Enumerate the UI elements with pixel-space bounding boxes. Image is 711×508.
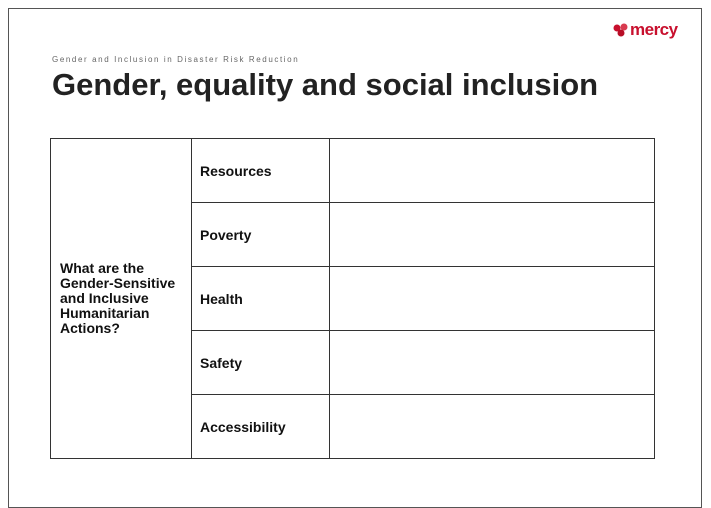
topic-cell: Health bbox=[191, 266, 330, 331]
topic-cell: Safety bbox=[191, 330, 330, 395]
topic-cell: Resources bbox=[191, 138, 330, 203]
empty-cell bbox=[329, 330, 655, 395]
slide: mercy Gender and Inclusion in Disaster R… bbox=[8, 8, 702, 508]
title: Gender, equality and social inclusion bbox=[52, 67, 599, 102]
table-row: What are the Gender-Sensitive and Inclus… bbox=[50, 138, 655, 459]
logo: mercy bbox=[612, 20, 678, 40]
question-cell: What are the Gender-Sensitive and Inclus… bbox=[50, 138, 192, 459]
empty-cell bbox=[329, 394, 655, 459]
topic-cell: Poverty bbox=[191, 202, 330, 267]
table: What are the Gender-Sensitive and Inclus… bbox=[50, 138, 655, 459]
empty-cell bbox=[329, 202, 655, 267]
logo-text: mercy bbox=[630, 20, 678, 39]
table-row: Poverty bbox=[51, 202, 655, 267]
subtitle: Gender and Inclusion in Disaster Risk Re… bbox=[52, 55, 300, 64]
table-row: Health bbox=[51, 266, 655, 331]
empty-cell bbox=[329, 266, 655, 331]
logo-icon bbox=[613, 23, 628, 37]
table-row: Accessibility bbox=[51, 394, 655, 459]
topic-cell: Accessibility bbox=[191, 394, 330, 459]
empty-cell bbox=[329, 138, 655, 203]
